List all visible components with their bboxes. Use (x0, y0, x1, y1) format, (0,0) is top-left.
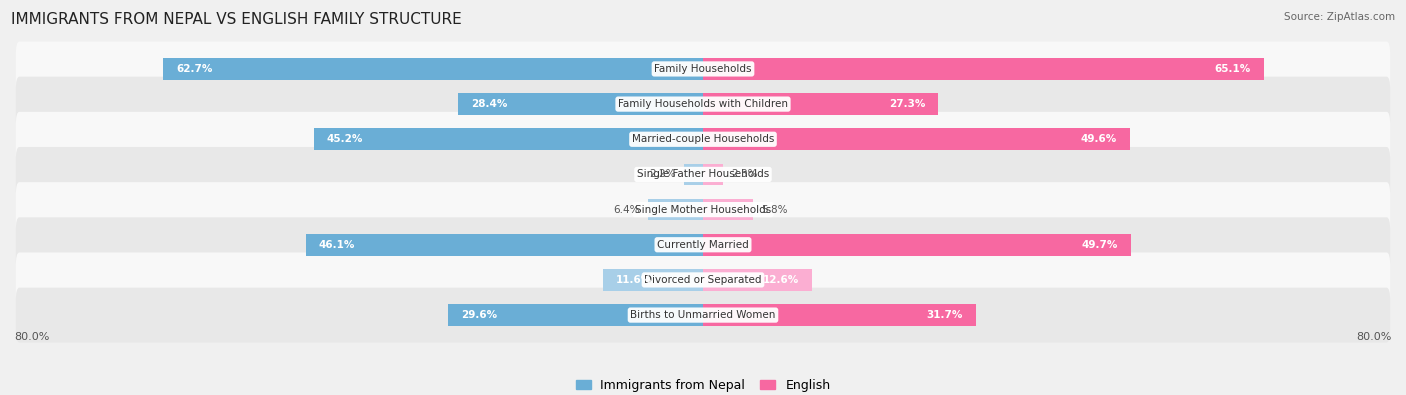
FancyBboxPatch shape (15, 147, 1391, 202)
FancyBboxPatch shape (15, 112, 1391, 167)
Text: 2.2%: 2.2% (650, 169, 675, 179)
FancyBboxPatch shape (15, 77, 1391, 132)
Text: 49.7%: 49.7% (1081, 240, 1118, 250)
Bar (449, 304, 703, 326)
FancyBboxPatch shape (15, 217, 1391, 272)
Text: Single Father Households: Single Father Households (637, 169, 769, 179)
Bar (703, 269, 811, 291)
Text: 29.6%: 29.6% (461, 310, 498, 320)
Bar (703, 58, 1264, 80)
Text: 31.7%: 31.7% (927, 310, 963, 320)
Text: 6.4%: 6.4% (613, 205, 640, 214)
Text: Family Households: Family Households (654, 64, 752, 74)
Text: Married-couple Households: Married-couple Households (631, 134, 775, 144)
Bar (703, 199, 754, 220)
Text: 27.3%: 27.3% (889, 99, 925, 109)
Text: 28.4%: 28.4% (471, 99, 508, 109)
Text: 5.8%: 5.8% (762, 205, 787, 214)
Text: 11.6%: 11.6% (616, 275, 652, 285)
Bar (703, 128, 1130, 150)
FancyBboxPatch shape (15, 288, 1391, 342)
Text: 49.6%: 49.6% (1081, 134, 1118, 144)
Text: 2.3%: 2.3% (731, 169, 758, 179)
Text: 80.0%: 80.0% (14, 332, 49, 342)
Bar (703, 234, 1130, 256)
Bar (685, 164, 703, 185)
Text: 46.1%: 46.1% (319, 240, 356, 250)
Text: Births to Unmarried Women: Births to Unmarried Women (630, 310, 776, 320)
Text: 12.6%: 12.6% (762, 275, 799, 285)
FancyBboxPatch shape (15, 41, 1391, 96)
Bar (163, 58, 703, 80)
Text: IMMIGRANTS FROM NEPAL VS ENGLISH FAMILY STRUCTURE: IMMIGRANTS FROM NEPAL VS ENGLISH FAMILY … (11, 12, 463, 27)
FancyBboxPatch shape (15, 252, 1391, 307)
Text: 65.1%: 65.1% (1215, 64, 1251, 74)
Text: Divorced or Separated: Divorced or Separated (644, 275, 762, 285)
Bar (703, 164, 723, 185)
FancyBboxPatch shape (15, 182, 1391, 237)
Bar (603, 269, 703, 291)
Text: Family Households with Children: Family Households with Children (619, 99, 787, 109)
Text: Source: ZipAtlas.com: Source: ZipAtlas.com (1284, 12, 1395, 22)
Bar (307, 234, 703, 256)
Bar (648, 199, 703, 220)
Text: Currently Married: Currently Married (657, 240, 749, 250)
Text: Single Mother Households: Single Mother Households (636, 205, 770, 214)
Bar (458, 93, 703, 115)
Bar (314, 128, 703, 150)
Legend: Immigrants from Nepal, English: Immigrants from Nepal, English (571, 374, 835, 395)
Text: 62.7%: 62.7% (176, 64, 212, 74)
Text: 45.2%: 45.2% (326, 134, 363, 144)
Bar (703, 93, 938, 115)
Bar (703, 304, 976, 326)
Text: 80.0%: 80.0% (1357, 332, 1392, 342)
